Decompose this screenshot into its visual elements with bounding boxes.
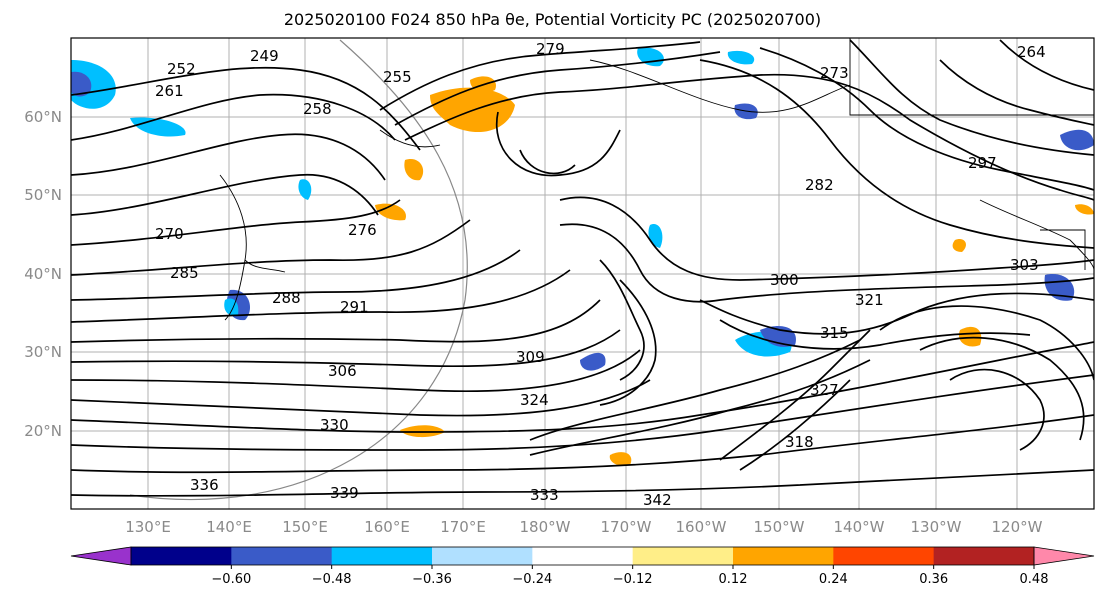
colorbar-outline (130, 546, 1035, 566)
contour-label: 300 (770, 271, 799, 289)
lon-label: 170°E (440, 518, 486, 536)
contour-label: 261 (155, 82, 184, 100)
contour-label: 255 (383, 68, 412, 86)
lat-label: 40°N (24, 265, 62, 283)
contour-label: 330 (320, 416, 349, 434)
lon-label: 170°W (601, 518, 652, 536)
colorbar-tick-label: −0.60 (211, 572, 251, 587)
contour-label: 303 (1010, 256, 1039, 274)
contour-label: 276 (348, 221, 377, 239)
lon-label: 180°W (520, 518, 571, 536)
colorbar-segment (933, 547, 1035, 565)
contour-label: 342 (643, 491, 672, 509)
contour-label: 321 (855, 291, 884, 309)
contour-label: 264 (1017, 43, 1046, 61)
contour-labels: 249 252 255 258 261 264 273 276 279 270 … (155, 40, 1046, 509)
lon-label: 140°W (834, 518, 885, 536)
lon-label: 150°W (754, 518, 805, 536)
great-circle-arc (129, 39, 468, 501)
colorbar-tick-label: −0.36 (412, 572, 452, 587)
colorbar-segment (833, 547, 935, 565)
contour-label: 318 (785, 433, 814, 451)
colorbar-segment (632, 547, 734, 565)
colorbar-tick-label: −0.12 (613, 572, 653, 587)
contour-label: 279 (536, 40, 565, 58)
contour-label: 288 (272, 289, 301, 307)
contour-label: 291 (340, 298, 369, 316)
colorbar-tick-label: 0.48 (1020, 572, 1049, 587)
contour-label: 270 (155, 225, 184, 243)
map-frame (70, 37, 1095, 510)
contour-label: 339 (330, 484, 359, 502)
contour-label: 327 (810, 381, 839, 399)
lon-label: 140°E (206, 518, 252, 536)
pv-shading (71, 47, 1094, 466)
lat-label: 60°N (24, 108, 62, 126)
colorbar: −0.60 −0.48 −0.36 −0.24 −0.12 0.12 0.24 0.36 0.4… (70, 546, 1095, 587)
colorbar-tick-label: 0.36 (919, 572, 948, 587)
lon-label: 150°E (282, 518, 328, 536)
contour-label: 315 (820, 324, 849, 342)
contour-label: 273 (820, 64, 849, 82)
lon-label: 130°E (125, 518, 171, 536)
coastlines (219, 38, 1094, 321)
colorbar-segment (733, 547, 834, 565)
contour-label: 285 (170, 264, 199, 282)
contour-label: 309 (516, 348, 545, 366)
lon-label: 160°E (364, 518, 410, 536)
longitude-labels: 130°E 140°E 150°E 160°E 170°E 180°W 170°… (125, 518, 1042, 536)
lat-label: 30°N (24, 343, 62, 361)
colorbar-tick-label: 0.12 (719, 572, 748, 587)
map-title: 2025020100 F024 850 hPa θe, Potential Vo… (283, 10, 822, 29)
colorbar-segment (432, 547, 533, 565)
contour-label: 306 (328, 362, 357, 380)
contour-label: 333 (530, 486, 559, 504)
contour-label: 249 (250, 47, 279, 65)
colorbar-segment (331, 547, 433, 565)
colorbar-tick-label: 0.24 (819, 572, 848, 587)
lon-label: 160°W (676, 518, 727, 536)
colorbar-segment (231, 547, 333, 565)
contour-label: 258 (303, 100, 332, 118)
colorbar-segment (131, 547, 232, 565)
contour-label: 324 (520, 391, 549, 409)
contour-label: 282 (805, 176, 834, 194)
colorbar-extend-max (1033, 546, 1095, 566)
contour-label: 297 (968, 154, 997, 172)
latitude-labels: 60°N 50°N 40°N 30°N 20°N (24, 108, 62, 440)
colorbar-tick-label: −0.48 (312, 572, 352, 587)
lat-label: 20°N (24, 422, 62, 440)
contour-label: 252 (167, 60, 196, 78)
colorbar-extend-min (70, 546, 132, 566)
colorbar-segment (532, 547, 634, 565)
lon-label: 120°W (992, 518, 1043, 536)
contour-label: 336 (190, 476, 219, 494)
theta-e-contours (71, 39, 1094, 497)
colorbar-tick-label: −0.24 (512, 572, 552, 587)
lon-label: 130°W (911, 518, 962, 536)
lat-label: 50°N (24, 186, 62, 204)
